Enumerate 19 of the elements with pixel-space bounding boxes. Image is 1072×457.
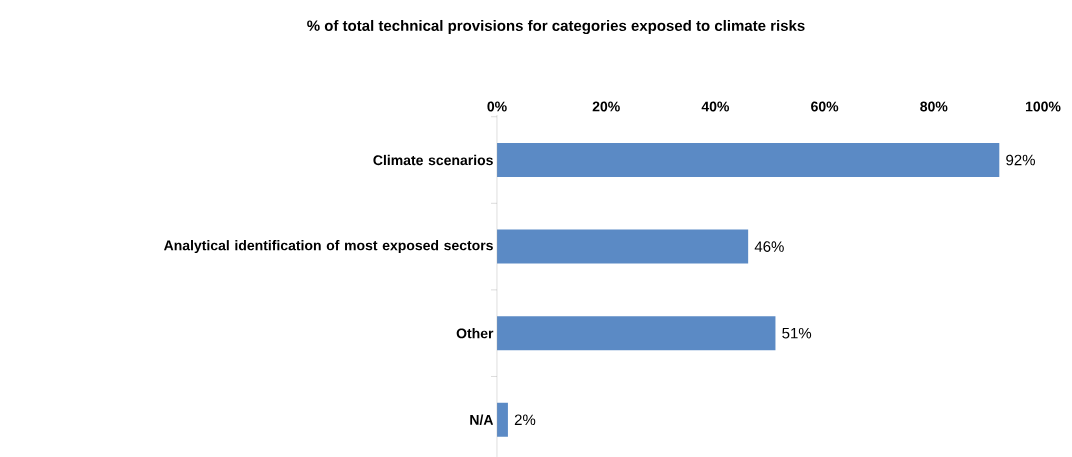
x-tick-label: 0% <box>487 101 507 112</box>
x-tick-label: 80% <box>920 101 948 112</box>
y-tick-label: Other <box>456 328 494 339</box>
y-tick-label: Analytical identification of most exposed sectors <box>163 240 493 254</box>
data-label: 46% <box>754 241 784 252</box>
data-label: 51% <box>782 327 812 339</box>
bar <box>497 143 1000 178</box>
y-tick-label: Climate scenarios <box>373 154 493 166</box>
x-tick-label: 100% <box>1025 101 1061 112</box>
data-label: 2% <box>514 414 536 426</box>
bar <box>497 402 508 437</box>
data-label: 92% <box>1006 154 1035 166</box>
bar <box>497 316 776 351</box>
y-tick-label: N/A <box>470 414 494 425</box>
x-tick-label: 40% <box>701 101 730 112</box>
x-tick-label: 60% <box>811 101 839 112</box>
x-tick-label: 20% <box>592 101 620 112</box>
chart-title: % of total technical provisions for categories exposed to climate risks <box>307 19 805 35</box>
bar <box>497 229 749 264</box>
